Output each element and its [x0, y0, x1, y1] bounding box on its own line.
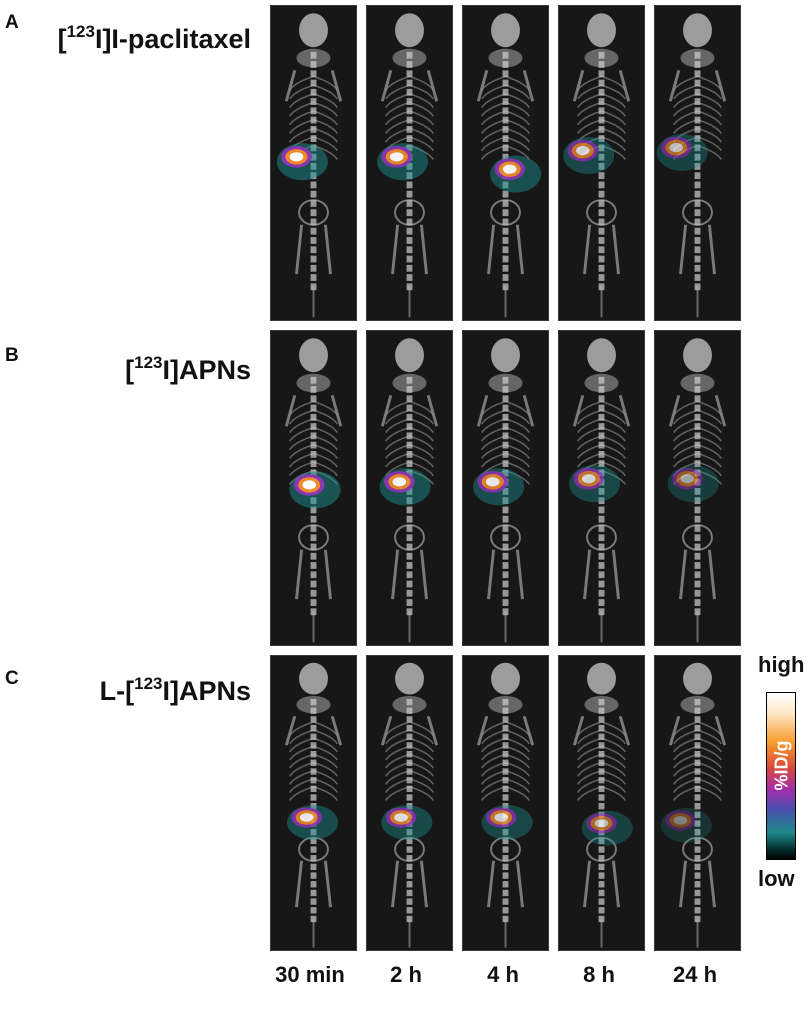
row-label-c: L-[123I]APNs	[99, 674, 251, 706]
spect-ct-image-row3-col5	[654, 655, 741, 951]
panel-letter-c: C	[5, 668, 19, 689]
spect-ct-image-row1-col3	[462, 5, 549, 321]
row-label-b: [123I]APNs	[125, 353, 251, 385]
spect-ct-image-row3-col4	[558, 655, 645, 951]
spect-ct-image-row2-col5	[654, 330, 741, 646]
spect-ct-image-row2-col1	[270, 330, 357, 646]
time-label-30min: 30 min	[275, 962, 345, 987]
scale-high-label: high	[758, 652, 805, 677]
spect-ct-image-row2-col4	[558, 330, 645, 646]
spect-ct-image-row3-col2	[366, 655, 453, 951]
time-label-24h: 24 h	[672, 962, 718, 987]
time-label-4h: 4 h	[487, 962, 519, 987]
scale-unit-label: %ID/g	[771, 740, 792, 791]
spect-ct-image-row1-col4	[558, 5, 645, 321]
color-scale-bar	[766, 692, 796, 860]
spect-ct-image-row1-col1	[270, 5, 357, 321]
scale-low-label: low	[758, 866, 795, 891]
time-label-2h: 2 h	[390, 962, 422, 987]
panel-letter-b: B	[5, 345, 19, 366]
spect-ct-image-row1-col5	[654, 5, 741, 321]
spect-ct-image-row3-col3	[462, 655, 549, 951]
spect-ct-image-row1-col2	[366, 5, 453, 321]
time-label-8h: 8 h	[583, 962, 615, 987]
panel-letter-a: A	[5, 12, 19, 33]
spect-ct-image-row2-col3	[462, 330, 549, 646]
spect-ct-image-row2-col2	[366, 330, 453, 646]
spect-ct-image-row3-col1	[270, 655, 357, 951]
row-label-a: [123I]I-paclitaxel	[57, 22, 251, 54]
